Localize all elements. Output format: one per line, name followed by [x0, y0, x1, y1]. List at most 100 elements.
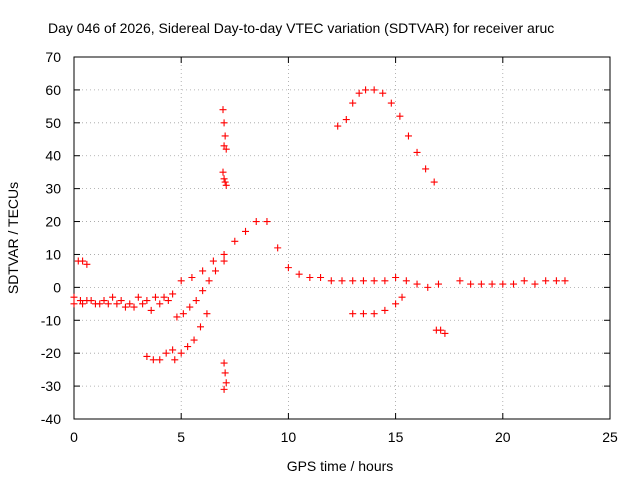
plot-frame: [73, 56, 611, 420]
data-point: [477, 280, 485, 288]
data-point: [173, 313, 181, 321]
y-axis-label: SDTVAR / TECUs: [5, 182, 21, 294]
x-tick-label: 5: [177, 429, 185, 445]
y-tick-label: 20: [45, 214, 61, 230]
data-point: [169, 346, 177, 354]
data-point: [220, 359, 228, 367]
data-point: [349, 99, 357, 107]
data-point: [552, 277, 560, 285]
data-point: [437, 326, 445, 334]
data-point: [83, 260, 91, 268]
data-point: [231, 237, 239, 245]
series-9: [334, 86, 438, 186]
y-tick-label: -40: [41, 411, 61, 427]
series-6: [219, 106, 230, 153]
data-point: [192, 297, 200, 305]
data-point: [209, 257, 217, 265]
y-tick-label: 0: [53, 279, 61, 295]
data-point: [392, 300, 400, 308]
data-point: [355, 89, 363, 97]
data-point: [199, 267, 207, 275]
data-point: [413, 280, 421, 288]
data-point: [162, 349, 170, 357]
data-point: [424, 283, 432, 291]
data-point: [184, 343, 192, 351]
data-point: [220, 175, 228, 183]
series-0: [70, 218, 569, 308]
x-axis-label: GPS time / hours: [287, 458, 394, 474]
data-point: [109, 293, 117, 301]
data-point: [402, 277, 410, 285]
data-point: [70, 293, 78, 301]
data-point: [370, 86, 378, 94]
data-point: [387, 99, 395, 107]
data-point: [263, 218, 271, 226]
chart-title: Day 046 of 2026, Sidereal Day-to-day VTE…: [48, 20, 554, 36]
data-point: [274, 244, 282, 252]
data-point: [203, 310, 211, 318]
data-point: [186, 303, 194, 311]
data-point: [221, 369, 229, 377]
data-point: [196, 323, 204, 331]
data-point: [139, 300, 147, 308]
data-point: [370, 277, 378, 285]
data-point: [199, 287, 207, 295]
data-point: [126, 300, 134, 308]
y-tick-label: -10: [41, 312, 61, 328]
data-point: [561, 277, 569, 285]
axis-ticks: 0 5 10 15 20 25 -40 -30 -20 -10 0 10 20 30 40 50 60 70: [41, 49, 618, 445]
series-7: [219, 168, 230, 189]
data-point: [488, 280, 496, 288]
data-points: [70, 86, 569, 393]
data-point: [134, 293, 142, 301]
data-point: [342, 116, 350, 124]
series-1: [70, 297, 172, 314]
data-point: [96, 300, 104, 308]
data-point: [542, 277, 550, 285]
data-point: [520, 277, 528, 285]
data-point: [381, 306, 389, 314]
series-2: [74, 257, 91, 268]
data-point: [121, 303, 129, 311]
series-5: [143, 346, 177, 364]
y-tick-label: 30: [45, 181, 61, 197]
data-point: [334, 122, 342, 130]
data-point: [156, 356, 164, 364]
grid: [74, 57, 610, 419]
data-point: [143, 352, 151, 360]
y-tick-label: 40: [45, 148, 61, 164]
data-point: [169, 290, 177, 298]
data-point: [171, 356, 179, 364]
y-tick-label: -30: [41, 378, 61, 394]
series-4: [171, 310, 211, 364]
data-point: [362, 86, 370, 94]
data-point: [79, 257, 87, 265]
data-point: [359, 277, 367, 285]
series-11: [432, 326, 449, 337]
data-point: [113, 300, 121, 308]
y-tick-label: 10: [45, 246, 61, 262]
data-point: [422, 165, 430, 173]
y-tick-label: -20: [41, 345, 61, 361]
data-point: [252, 218, 260, 226]
data-point: [151, 293, 159, 301]
data-point: [177, 349, 185, 357]
data-point: [370, 310, 378, 318]
data-point: [219, 106, 227, 114]
data-point: [70, 300, 78, 308]
data-point: [219, 168, 227, 176]
data-point: [160, 293, 168, 301]
data-point: [327, 277, 335, 285]
x-tick-label: 20: [495, 429, 511, 445]
data-point: [379, 89, 387, 97]
data-point: [242, 227, 250, 235]
data-point: [104, 300, 112, 308]
data-point: [295, 270, 303, 278]
data-point: [306, 273, 314, 281]
series-10: [349, 293, 406, 318]
data-point: [220, 250, 228, 258]
data-point: [392, 273, 400, 281]
data-point: [441, 329, 449, 337]
data-point: [87, 297, 95, 305]
